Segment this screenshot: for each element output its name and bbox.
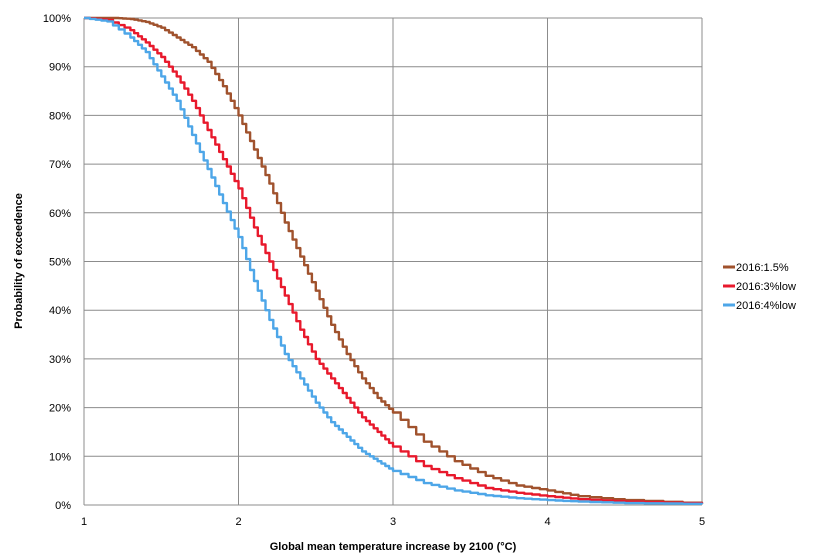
y-tick-label: 30% <box>49 354 71 366</box>
y-tick-label: 80% <box>49 110 71 122</box>
y-tick-label: 40% <box>49 305 71 317</box>
y-tick-label: 0% <box>55 500 71 512</box>
series-line-0 <box>84 16 704 504</box>
y-tick-label: 60% <box>49 208 71 220</box>
y-tick-label: 90% <box>49 62 71 74</box>
series-line-2 <box>84 16 704 505</box>
legend-label-0: 2016:1.5% <box>736 262 789 274</box>
y-tick-label: 20% <box>49 403 71 415</box>
x-tick-label: 4 <box>544 516 550 528</box>
x-tick-label: 3 <box>390 516 396 528</box>
x-axis-title: Global mean temperature increase by 2100… <box>270 541 517 553</box>
x-tick-label: 1 <box>81 516 87 528</box>
series-line-1 <box>84 16 704 505</box>
y-axis-title: Probability of exceedence <box>13 193 25 329</box>
y-tick-label: 10% <box>49 451 71 463</box>
y-tick-label: 70% <box>49 159 71 171</box>
x-tick-label: 5 <box>699 516 705 528</box>
y-tick-label: 50% <box>49 257 71 269</box>
y-tick-label: 100% <box>43 13 71 25</box>
legend: 2016:1.5% 2016:3%low 2016:4%low <box>723 262 796 312</box>
grid <box>83 17 703 506</box>
axes: 0% 10% 20% 30% 40% 50% 60% 70% 80% 90% 100% 1 2 3 4 5 <box>43 13 705 528</box>
legend-label-2: 2016:4%low <box>736 300 796 312</box>
x-tick-label: 2 <box>235 516 241 528</box>
series-lines <box>84 16 704 505</box>
legend-label-1: 2016:3%low <box>736 281 796 293</box>
